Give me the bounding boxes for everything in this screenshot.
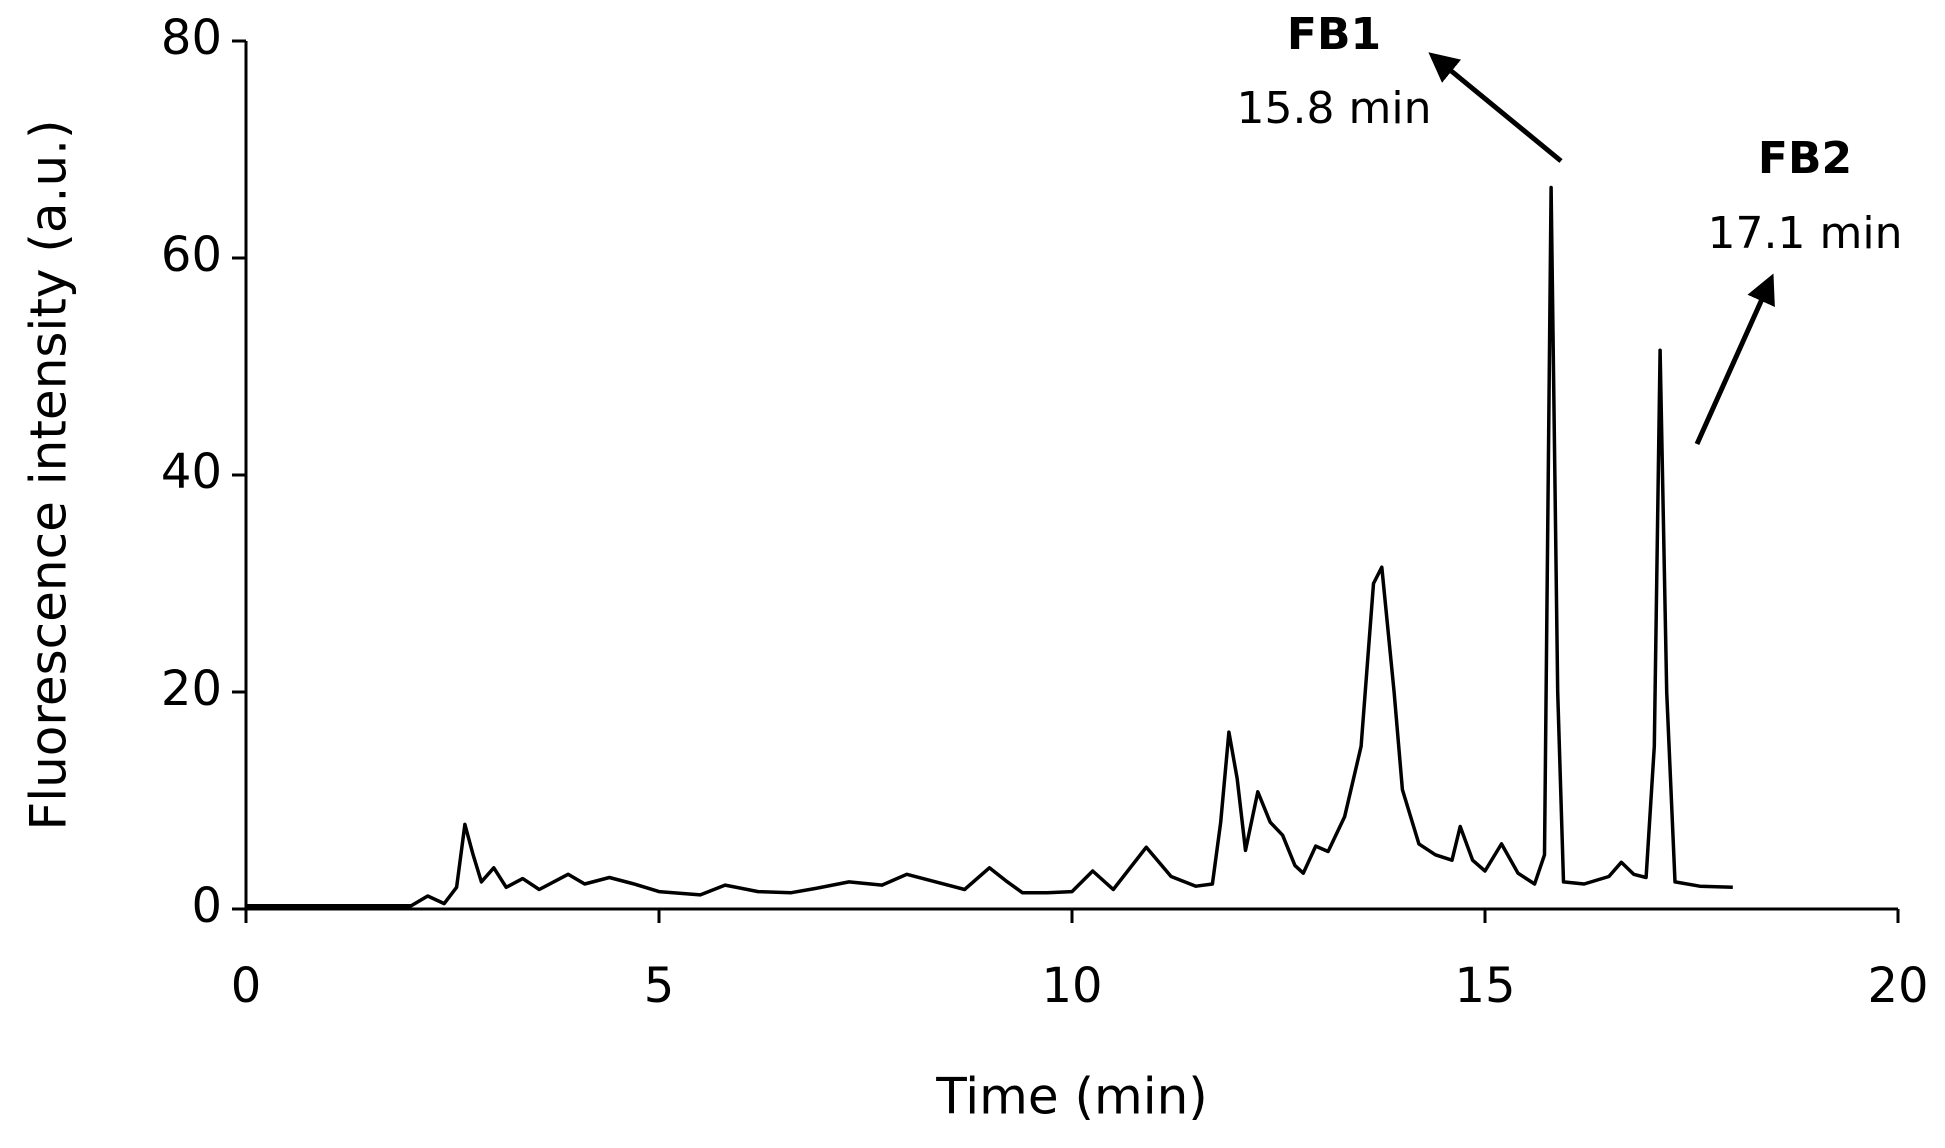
- y-axis-title: Fluorescence intensity (a.u.): [20, 119, 78, 830]
- y-tick-label: 60: [161, 227, 222, 283]
- x-tick-label: 10: [1041, 958, 1102, 1014]
- x-axis-title: Time (min): [935, 1068, 1208, 1126]
- annotation-label: FB2: [1758, 133, 1852, 184]
- y-tick-label: 20: [161, 661, 222, 717]
- data-line: [246, 185, 1733, 908]
- x-tick-label: 0: [231, 958, 262, 1014]
- y-tick-label: 40: [161, 444, 222, 500]
- annotation-text: 17.1 min: [1708, 208, 1903, 259]
- y-tick-label: 0: [191, 878, 222, 934]
- x-tick-label: 5: [644, 958, 675, 1014]
- y-tick-label: 80: [161, 10, 222, 66]
- annotation-text: 15.8 min: [1237, 83, 1432, 134]
- annotation-label: FB1: [1287, 9, 1381, 60]
- arrow: [1694, 273, 1775, 446]
- arrow: [1428, 52, 1563, 163]
- x-tick-label: 15: [1454, 958, 1515, 1014]
- x-tick-label: 20: [1867, 958, 1928, 1014]
